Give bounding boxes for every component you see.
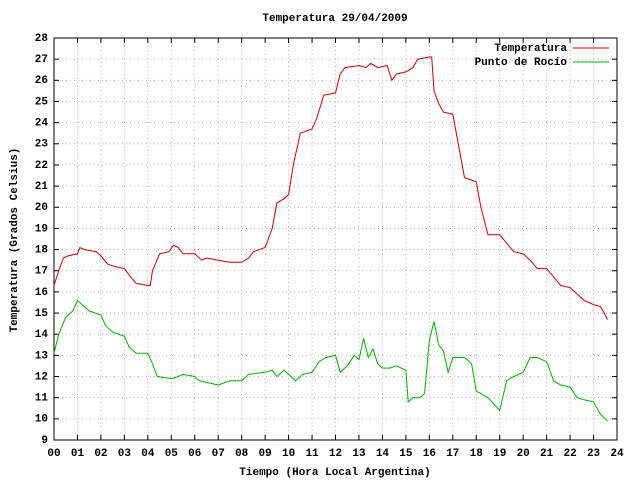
x-tick-label: 24: [610, 448, 624, 460]
y-tick-label: 11: [35, 393, 49, 405]
x-tick-label: 03: [118, 448, 132, 460]
y-tick-label: 28: [35, 33, 49, 45]
legend-label: Temperatura: [494, 43, 567, 55]
x-tick-label: 18: [470, 448, 484, 460]
x-tick-label: 04: [141, 448, 155, 460]
x-tick-label: 23: [587, 448, 601, 460]
x-tick-label: 07: [212, 448, 225, 460]
x-tick-label: 10: [282, 448, 295, 460]
data-line: [53, 56, 609, 320]
x-tick-label: 05: [165, 448, 179, 460]
y-tick-label: 17: [35, 266, 48, 278]
y-tick-label: 24: [35, 118, 49, 130]
y-tick-label: 14: [35, 329, 49, 341]
y-tick-label: 26: [35, 75, 48, 87]
x-tick-label: 19: [493, 448, 506, 460]
x-tick-label: 02: [94, 448, 107, 460]
x-tick-label: 00: [47, 448, 60, 460]
x-tick-label: 21: [540, 448, 554, 460]
legend-label: Punto de Rocío: [475, 57, 568, 69]
x-tick-label: 20: [517, 448, 530, 460]
y-tick-label: 25: [35, 96, 49, 108]
y-axis-label: Temperatura (Grados Celsius): [9, 148, 21, 333]
y-tick-label: 23: [35, 139, 49, 151]
x-tick-label: 22: [563, 448, 576, 460]
x-tick-label: 11: [305, 448, 319, 460]
x-tick-label: 17: [446, 448, 459, 460]
y-tick-label: 20: [35, 202, 48, 214]
data-line: [53, 299, 608, 422]
x-tick-label: 16: [423, 448, 436, 460]
y-tick-label: 9: [41, 435, 48, 447]
x-tick-label: 08: [235, 448, 249, 460]
x-tick-label: 09: [259, 448, 272, 460]
y-tick-label: 22: [35, 160, 48, 172]
y-tick-label: 27: [35, 54, 48, 66]
y-tick-label: 18: [35, 244, 49, 256]
y-tick-label: 16: [35, 287, 48, 299]
y-tick-label: 10: [35, 414, 48, 426]
x-tick-label: 01: [71, 448, 85, 460]
y-tick-label: 15: [35, 308, 49, 320]
x-tick-label: 15: [399, 448, 413, 460]
x-tick-label: 12: [329, 448, 342, 460]
plot-frame: [53, 37, 618, 441]
x-tick-label: 13: [352, 448, 366, 460]
y-tick-label: 13: [35, 350, 49, 362]
x-tick-label: 06: [188, 448, 201, 460]
x-axis-label: Tiempo (Hora Local Argentina): [239, 467, 430, 479]
chart-title: Temperatura 29/04/2009: [262, 13, 407, 25]
y-tick-label: 12: [35, 371, 48, 383]
y-tick-label: 19: [35, 223, 48, 235]
x-tick-label: 14: [376, 448, 390, 460]
y-tick-label: 21: [35, 181, 49, 193]
